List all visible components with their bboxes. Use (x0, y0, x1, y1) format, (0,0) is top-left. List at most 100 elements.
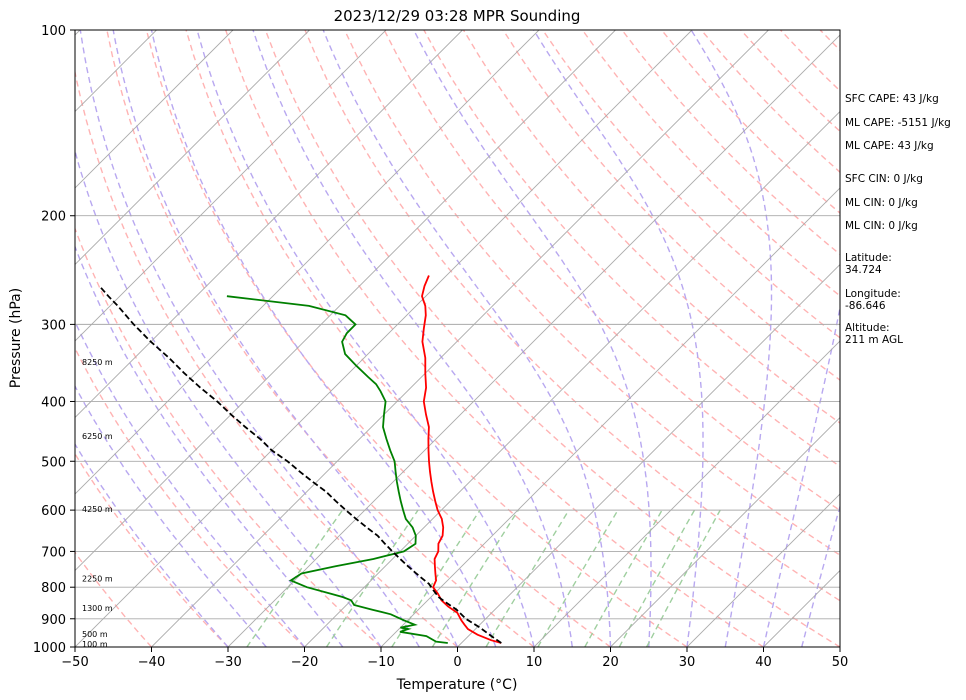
dry-adiabat (106, 30, 535, 647)
x-tick-label: 0 (453, 655, 461, 670)
isotherm (380, 187, 840, 647)
mixing-ratio-line (645, 509, 721, 647)
dry-adiabat (75, 452, 229, 647)
height-label: 6250 m (82, 432, 113, 441)
annotation-text: ML CIN: 0 J/kg (845, 220, 918, 232)
dry-adiabat (75, 226, 382, 647)
annotation-text: Latitude: (845, 252, 892, 264)
x-tick-label: 50 (832, 655, 849, 670)
moist-adiabat (690, 30, 773, 647)
temperature-line (421, 275, 502, 644)
annotation-text: 34.724 (845, 264, 882, 276)
y-tick-label: 500 (41, 455, 66, 470)
mixing-ratio-line (537, 509, 619, 647)
isotherm (75, 30, 463, 419)
background-lines (0, 30, 840, 647)
moist-adiabat (75, 384, 267, 647)
isotherm (610, 416, 840, 647)
y-tick-label: 300 (41, 318, 66, 333)
x-tick-label: −20 (291, 655, 318, 670)
moist-adiabat (801, 503, 840, 647)
annotation-text: ML CAPE: 43 J/kg (845, 140, 934, 152)
annotation-text: SFC CAPE: 43 J/kg (845, 93, 939, 105)
annotations: SFC CAPE: 43 J/kg ML CAPE: -5151 J/kg ML C… (845, 93, 951, 346)
moist-adiabat (75, 148, 382, 647)
isotherm (533, 340, 840, 647)
moist-adiabat (196, 30, 535, 647)
moist-adiabat (322, 30, 612, 647)
parcel-line (98, 285, 502, 644)
plot-frame (74, 29, 841, 648)
height-label: 8250 m (82, 358, 113, 367)
isotherm (75, 30, 693, 647)
mixing-ratio-line (485, 509, 570, 647)
x-axis: −50 −40 −30 −20 −10 0 10 20 30 40 50 (61, 647, 848, 670)
isotherm (75, 30, 616, 572)
x-tick-label: −10 (367, 655, 394, 670)
moist-adiabat (252, 30, 573, 647)
y-tick-label: 900 (41, 613, 66, 628)
isotherm (75, 30, 234, 189)
dry-adiabat (75, 68, 458, 647)
height-label: 100 m (82, 640, 108, 649)
moist-adiabat (75, 442, 229, 647)
x-tick-label: 30 (679, 655, 696, 670)
x-tick-label: 40 (755, 655, 772, 670)
y-tick-label: 700 (41, 545, 66, 560)
dry-adiabat (264, 30, 840, 647)
moist-adiabat (413, 30, 652, 647)
y-tick-label: 200 (41, 210, 66, 225)
dry-adiabat (304, 30, 840, 602)
x-tick-label: −40 (138, 655, 165, 670)
height-label: 1300 m (82, 604, 113, 613)
annotation-text: ML CAPE: -5151 J/kg (845, 117, 951, 129)
x-tick-label: −50 (61, 655, 88, 670)
moist-adiabat (150, 30, 497, 647)
height-label: 500 m (82, 630, 108, 639)
annotation-text: ML CIN: 0 J/kg (845, 197, 918, 209)
isotherm (75, 30, 540, 495)
dry-adiabat (343, 30, 840, 556)
moist-adiabat (75, 244, 344, 647)
y-tick-label: 400 (41, 395, 66, 410)
moist-adiabat (762, 304, 840, 647)
isotherm (686, 493, 840, 647)
y-tick-label: 600 (41, 504, 66, 519)
isotherm (75, 30, 387, 342)
annotation-text: SFC CIN: 0 J/kg (845, 173, 923, 185)
moist-adiabat (533, 30, 704, 647)
isotherm (304, 110, 840, 647)
x-tick-label: 10 (526, 655, 543, 670)
annotation-text: -86.646 (845, 300, 886, 312)
dry-adiabat (75, 346, 305, 647)
chart-title: 2023/12/29 03:28 MPR Sounding (334, 7, 581, 25)
height-label: 4250 m (82, 505, 113, 514)
dry-adiabat (145, 30, 611, 647)
dewpoint-line (226, 295, 448, 644)
moist-adiabat (79, 30, 420, 647)
annotation-text: Altitude: (845, 322, 890, 334)
isotherm (457, 263, 840, 647)
isotherm (0, 30, 4, 647)
y-axis: 100 200 300 400 500 600 700 800 900 1000 (33, 24, 75, 656)
dry-adiabat (185, 30, 688, 647)
data-lines (98, 275, 502, 644)
y-tick-label: 800 (41, 581, 66, 596)
isotherm (227, 34, 840, 647)
height-label: 2250 m (82, 575, 113, 584)
dry-adiabat (423, 30, 840, 468)
x-tick-label: 20 (602, 655, 619, 670)
isotherm (75, 30, 310, 266)
x-tick-label: −30 (214, 655, 241, 670)
y-tick-label: 100 (41, 24, 66, 39)
isotherm (151, 30, 769, 647)
x-axis-label: Temperature (°C) (396, 677, 518, 693)
moist-adiabat (112, 30, 459, 647)
y-tick-label: 1000 (33, 641, 66, 656)
y-axis-label: Pressure (hPa) (8, 288, 24, 388)
annotation-text: Longitude: (845, 288, 901, 300)
mixing-ratio-line (584, 509, 663, 647)
mixing-ratio-line (431, 509, 519, 647)
